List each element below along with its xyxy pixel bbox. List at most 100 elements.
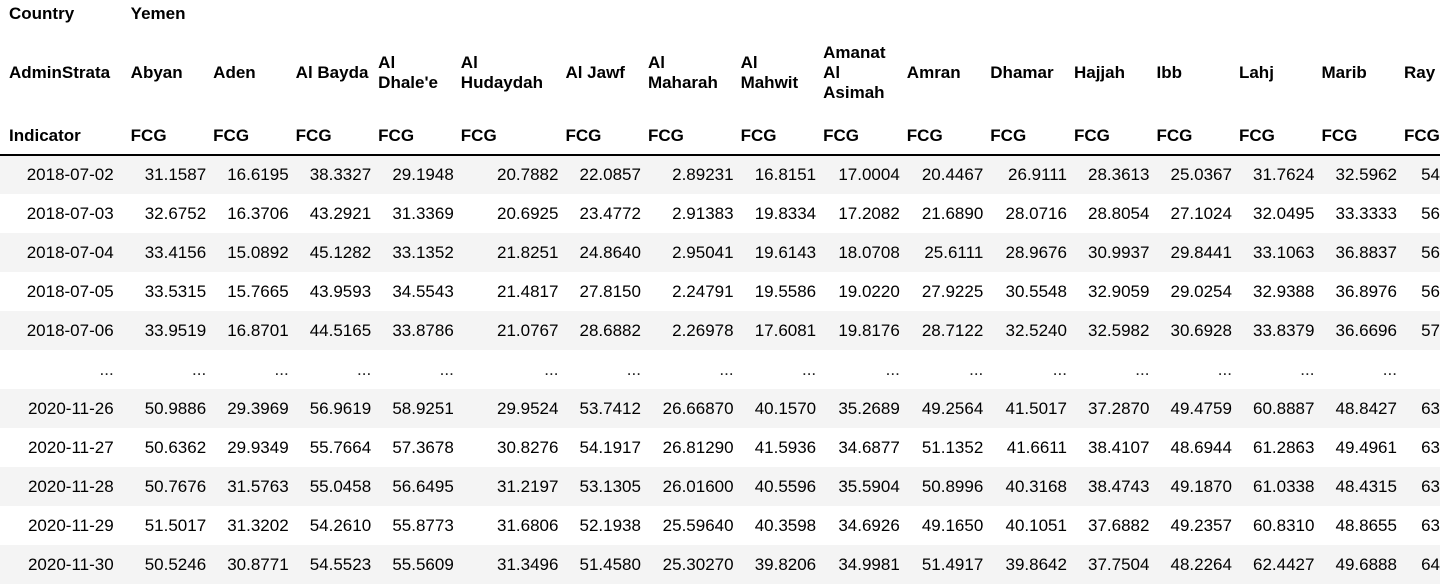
indicator-header: FCG [1231,118,1315,156]
table-cell: 60.8887 [1253,398,1315,418]
table-cell: ... [801,359,817,379]
row-index-date: 2020-11-26 [27,398,114,418]
column-header: Al Dhale'e [378,53,438,92]
table-cell: 20.6925 [496,203,559,223]
table-cell: 32.5982 [1088,320,1150,340]
header-row-country: Country Yemen [0,0,1440,28]
table-cell: 16.3706 [227,203,289,223]
column-header: Aden [213,63,256,82]
table-cell: 49.1650 [921,515,984,535]
table-cell: 33.9519 [144,320,207,340]
table-cell: 26.9111 [1008,165,1067,184]
table-cell: 33.3333 [1335,203,1397,223]
table-cell: 25.30270 [662,554,734,574]
table-row: ........................................… [0,350,1440,389]
table-cell: 41.5017 [1005,398,1067,418]
table-cell: 37.2870 [1088,398,1150,418]
table-cell: 44.5165 [309,320,372,340]
table-cell: 49.1870 [1170,476,1232,496]
table-cell: 23.4772 [579,203,641,223]
column-header: Hajjah [1073,63,1125,82]
table-cell: 57 [1421,320,1440,340]
table-cell: 20.4467 [921,165,984,184]
table-cell: 16.8701 [227,320,289,340]
table-cell: 33.8379 [1253,320,1315,340]
table-cell: 21.0767 [496,320,559,340]
table-cell: 19.0220 [838,281,900,301]
column-header: Marib [1321,63,1367,82]
table-cell: 17.6081 [754,320,817,340]
table-cell: 35.2689 [838,398,900,418]
table-cell: 20.7882 [496,165,559,184]
table-cell: 31.5763 [227,476,289,496]
table-cell: 55.5609 [392,554,454,574]
indicator-header: FCG [1149,118,1232,156]
column-header: Dhamar [990,63,1054,82]
table-cell: 31.1587 [144,165,207,184]
table-cell: 30.8276 [496,437,559,457]
indicator-header: FCG [640,118,734,156]
table-cell: 36.6696 [1335,320,1397,340]
column-header: Al Mahwit [740,53,799,92]
indicator-header: FCG [816,118,900,156]
table-cell: 33.1352 [392,242,454,262]
table-cell: 21.8251 [496,242,559,262]
table-cell: ... [885,359,900,379]
table-cell: 29.9349 [227,437,289,457]
table-cell: 25.0367 [1170,165,1232,184]
table-cell: 32.9059 [1088,281,1150,301]
table-cell: 17.0004 [838,165,900,184]
table-cell: 37.7504 [1088,554,1150,574]
table-row: 2018-07-04 33.4156 15.0892 45.1282 33.1352 21… [0,233,1440,272]
table-cell: 17.2082 [838,203,900,223]
table-cell: 19.8176 [838,320,900,340]
table-cell: 28.6882 [579,320,641,340]
table-cell: 50.6362 [144,437,207,457]
row-index-date: 2018-07-04 [26,242,114,262]
table-cell: 29.9524 [496,398,559,418]
table-cell: 48.8655 [1335,515,1397,535]
table-cell: 31.3202 [227,515,289,535]
table-cell: 50.9886 [144,398,207,418]
table-cell: 48.8427 [1335,398,1397,418]
table-cell: 36.8976 [1335,281,1397,301]
table-cell: 38.4107 [1088,437,1150,457]
table-cell: 36.8837 [1335,242,1397,262]
table-cell: 49.2564 [921,398,984,418]
table-cell: 26.66870 [662,398,734,418]
indicator-axis-label: Indicator [0,118,124,156]
indicator-header: FCG [453,118,559,156]
row-index-date: 2018-07-02 [26,165,114,184]
column-header: Abyan [130,63,183,82]
table-cell: 28.8054 [1088,203,1150,223]
indicator-header: FCG [733,118,817,156]
table-cell: 15.7665 [227,281,289,301]
table-cell: 56.9619 [309,398,372,418]
table-cell: 49.4961 [1335,437,1397,457]
table-cell: 29.8441 [1170,242,1232,262]
table-cell: ... [357,359,372,379]
row-index-date: 2020-11-30 [27,554,114,574]
row-index-date: 2020-11-27 [27,437,114,457]
column-header: Amanat Al Asimah [823,43,886,102]
table-cell: 61.0338 [1253,476,1315,496]
table-cell: 29.1948 [392,165,454,184]
column-header: Al Hudaydah [460,53,543,92]
table-cell: 51.5017 [144,515,207,535]
table-cell: 40.1570 [754,398,817,418]
table-cell: 48.2264 [1170,554,1232,574]
table-cell: 50.7676 [144,476,207,496]
indicator-header: FCG [558,118,641,156]
table-cell: 30.6928 [1170,320,1232,340]
table-cell: 48.6944 [1170,437,1232,457]
table-cell: 16.6195 [227,165,289,184]
table-cell: 38.3327 [309,165,372,184]
table-cell: 53.1305 [579,476,641,496]
table-cell: 32.9388 [1253,281,1315,301]
table-cell: 51.4917 [921,554,984,574]
column-header: Ibb [1156,63,1182,82]
table-cell: 18.0708 [838,242,900,262]
table-cell: 33.5315 [144,281,207,301]
table-cell: 28.9676 [1005,242,1067,262]
table-body: 2018-07-02 31.1587 16.6195 38.3327 29.1948 20… [0,155,1440,584]
